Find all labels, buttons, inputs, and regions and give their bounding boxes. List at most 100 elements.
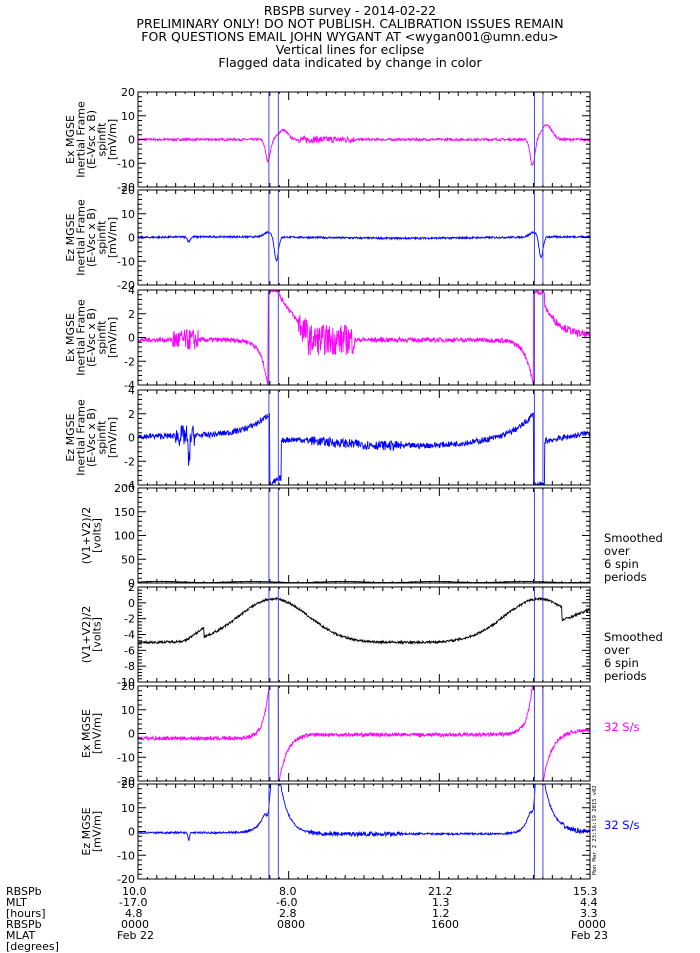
y-tick-label: 2 <box>128 408 135 421</box>
y-axis-label: Ex MGSE <box>64 115 77 164</box>
footer-col3-time: 1600 <box>431 918 459 931</box>
footer-col3-mlat: 1.3 <box>432 896 450 909</box>
panel-frame <box>137 586 591 683</box>
y-tick-label: -10 <box>117 157 135 170</box>
y-tick-label: 0 <box>128 232 135 245</box>
side-label: periods <box>604 570 647 584</box>
footer-row-label-3: [hours] <box>6 907 46 920</box>
panel-8: 20 10 0 -10 -20 Ez MGSE[mV/m] <box>80 778 591 886</box>
y-axis-label: Inertial Frame <box>75 399 88 476</box>
y-tick-label: 10 <box>121 110 135 123</box>
title-line-2: PRELIMINARY ONLY! DO NOT PUBLISH. CALIBR… <box>136 16 564 31</box>
footer-row-label-5: MLAT <box>6 929 36 942</box>
y-axis-label: spinfit <box>96 220 109 255</box>
y-axis-label: Ez MGSE <box>64 213 77 261</box>
panel-frame <box>137 289 591 386</box>
y-axis-label: (V1+V2)/2 <box>80 606 93 664</box>
footer-col1-date: Feb 22 <box>117 929 154 942</box>
side-label: 32 S/s <box>604 720 640 734</box>
footer-col1-time: 0000 <box>121 918 149 931</box>
title-line-3: FOR QUESTIONS EMAIL JOHN WYGANT AT <wyga… <box>141 29 559 44</box>
footer-col1-mlat: -17.0 <box>119 896 148 909</box>
side-label: 32 S/s <box>604 818 640 832</box>
y-axis-label: Inertial Frame <box>75 299 88 376</box>
side-label: 6 spin <box>604 656 639 670</box>
footer-col2-time: 0800 <box>277 918 305 931</box>
footer-col4-time: 0000 <box>578 918 606 931</box>
y-tick-label: 100 <box>114 530 135 543</box>
series-line <box>138 784 590 842</box>
y-tick-label: 20 <box>121 184 135 197</box>
side-label: 6 spin <box>604 557 639 571</box>
y-axis-label: Inertial Frame <box>75 101 88 178</box>
y-axis-label: [mV/m] <box>106 119 119 160</box>
side-label: periods <box>604 669 647 683</box>
panel-frame <box>137 389 591 486</box>
y-tick-label: 20 <box>121 680 135 693</box>
y-tick-label: 20 <box>121 778 135 791</box>
y-tick-label: -8 <box>124 660 135 673</box>
y-axis-label: (E-Vsc x B) <box>85 208 98 267</box>
y-axis-label: (E-Vsc x B) <box>85 408 98 467</box>
footer-col1-mlt: 10.0 <box>122 885 147 898</box>
y-tick-label: 2 <box>128 308 135 321</box>
series-line <box>138 290 590 385</box>
y-tick-label: -20 <box>117 775 135 788</box>
y-tick-label: -20 <box>117 181 135 194</box>
y-tick-label: 0 <box>128 826 135 839</box>
y-axis-label: [mV/m] <box>90 811 103 852</box>
footer-col2-l: 2.8 <box>279 907 297 920</box>
side-label: Smoothed <box>604 630 663 644</box>
series-line <box>138 686 590 781</box>
y-tick-label: 0 <box>128 432 135 445</box>
panel-frame <box>137 685 591 782</box>
y-axis-label: spinfit <box>96 122 109 157</box>
footer-row-label-2: MLT <box>6 896 27 909</box>
y-tick-label: 20 <box>121 86 135 99</box>
y-tick-label: -10 <box>117 676 135 689</box>
y-tick-label: -2 <box>124 355 135 368</box>
y-axis-label: Ez MGSE <box>64 413 77 461</box>
title-line-4: Vertical lines for eclipse <box>275 42 425 57</box>
y-tick-label: 10 <box>121 704 135 717</box>
y-tick-label: -4 <box>124 379 135 392</box>
y-tick-label: -4 <box>124 629 135 642</box>
y-axis-label: [mV/m] <box>90 713 103 754</box>
y-tick-label: 0 <box>128 728 135 741</box>
y-tick-label: 10 <box>121 208 135 221</box>
y-tick-label: 4 <box>128 284 135 297</box>
side-label: Smoothed <box>604 531 663 545</box>
y-tick-label: 150 <box>114 506 135 519</box>
y-tick-label: -10 <box>117 751 135 764</box>
side-label: over <box>604 544 630 558</box>
y-tick-label: 0 <box>128 597 135 610</box>
footer-row-label-6: [degrees] <box>6 940 59 953</box>
y-axis-label: [volts] <box>90 617 103 652</box>
y-axis-label: Ez MGSE <box>80 807 93 855</box>
panel-6: 2 0 -2 -4 -6 -8 -10 (V1+V2)/2[volts] <box>80 581 591 689</box>
series-line <box>138 596 590 645</box>
footer-col4-l: 3.3 <box>580 907 598 920</box>
timestamp-stamp: Mon Mar 2 23:56:19 2015 v02 <box>592 785 598 874</box>
title-line-5: Flagged data indicated by change in colo… <box>218 55 482 70</box>
footer-col1-l: 4.8 <box>125 907 143 920</box>
y-tick-label: 200 <box>114 482 135 495</box>
y-tick-label: 4 <box>128 384 135 397</box>
footer-col4-mlt: 15.3 <box>573 885 598 898</box>
panel-7: 20 10 0 -10 -20 Ex MGSE[mV/m] <box>80 680 591 788</box>
footer-col3-l: 1.2 <box>432 907 450 920</box>
y-axis-label: Ex MGSE <box>64 313 77 362</box>
footer-row-label-4: RBSPb <box>6 918 42 931</box>
panel-frame <box>137 487 591 584</box>
title-line-1: RBSPB survey - 2014-02-22 <box>263 3 437 18</box>
y-axis-label: [volts] <box>90 518 103 553</box>
footer-col4-date: Feb 23 <box>571 929 608 942</box>
y-axis-label: (E-Vsc x B) <box>85 110 98 169</box>
y-tick-label: 10 <box>121 802 135 815</box>
series-line <box>138 230 590 262</box>
y-tick-label: -20 <box>117 279 135 292</box>
